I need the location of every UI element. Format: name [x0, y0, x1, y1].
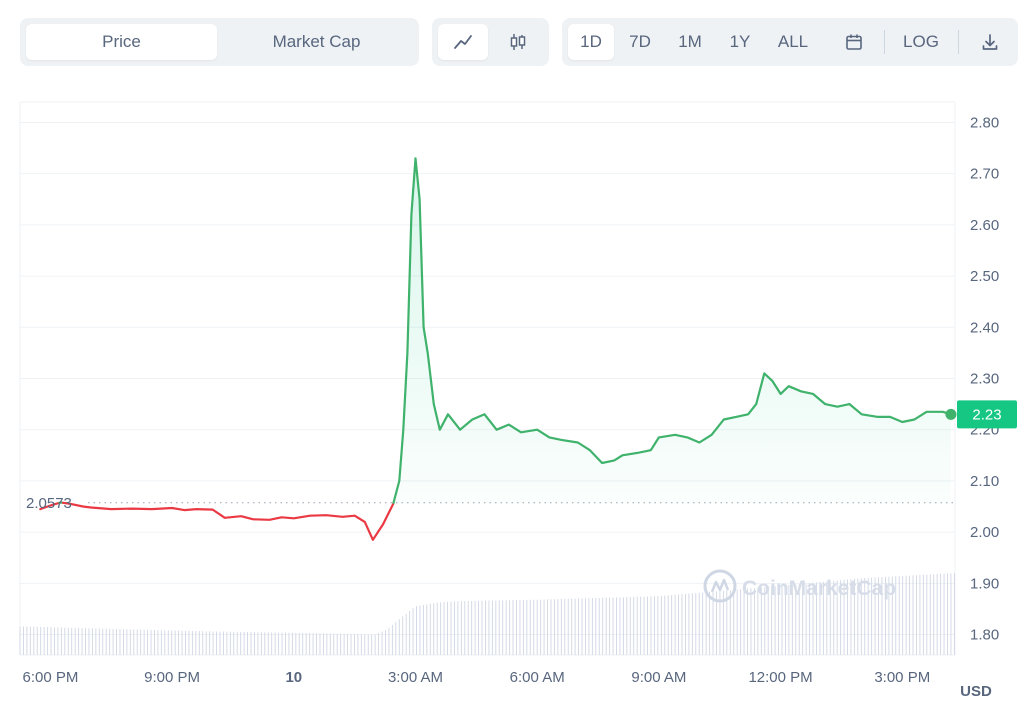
x-tick-label: 9:00 AM: [631, 669, 686, 686]
y-tick-label: 2.50: [970, 268, 999, 285]
x-tick-label: 12:00 PM: [748, 669, 812, 686]
download-button[interactable]: [970, 24, 1010, 60]
y-tick-label: 2.80: [970, 114, 999, 131]
chart-grid: [19, 101, 956, 656]
price-line-down: [39, 501, 61, 511]
price-markers: 2.23: [945, 400, 1017, 429]
download-icon: [982, 34, 998, 50]
y-tick-label: 2.70: [970, 166, 999, 183]
metric-toggle: Price Market Cap: [20, 18, 419, 66]
x-tick-label: 9:00 PM: [144, 669, 200, 686]
market-cap-tab[interactable]: Market Cap: [272, 32, 361, 51]
time-range-toggle: 1D 7D 1M 1Y ALL LOG: [562, 18, 1018, 66]
range-1m-button[interactable]: 1M: [678, 32, 702, 51]
coinmarketcap-logo-icon: [703, 569, 737, 603]
toolbar-divider: [958, 30, 959, 54]
price-area: [59, 158, 951, 503]
x-tick-label: 6:00 PM: [22, 669, 78, 686]
range-all-button[interactable]: ALL: [777, 32, 809, 51]
y-tick-label: 1.90: [970, 575, 999, 592]
reference-price-label: 2.0573: [26, 495, 72, 512]
line-chart-icon: [454, 35, 472, 49]
x-tick-label: 3:00 AM: [388, 669, 443, 686]
y-tick-label: 1.80: [970, 627, 999, 644]
price-lines: [39, 157, 952, 541]
y-axis-unit: USD: [960, 683, 992, 700]
volume-bars: [19, 573, 955, 655]
price-tab[interactable]: Price: [26, 24, 217, 60]
x-tick-label: 10: [285, 669, 302, 686]
price-line-down: [61, 501, 395, 541]
y-tick-label: 2.60: [970, 217, 999, 234]
current-price-badge: [957, 400, 1017, 429]
watermark: CoinMarketCap: [703, 569, 896, 603]
current-price-dot: [945, 408, 957, 420]
y-tick-label: 2.00: [970, 524, 999, 541]
y-tick-label: 2.40: [970, 319, 999, 336]
calendar-icon: [846, 34, 862, 50]
watermark-text: CoinMarketCap: [742, 577, 896, 600]
x-tick-label: 3:00 PM: [874, 669, 930, 686]
y-axis: 1.801.902.002.102.202.302.402.502.602.70…: [970, 114, 999, 643]
line-chart-button[interactable]: [438, 24, 488, 60]
y-tick-label: 2.10: [970, 473, 999, 490]
y-tick-label: 2.30: [970, 371, 999, 388]
price-area-up: [393, 158, 951, 503]
range-1d-button[interactable]: 1D: [568, 24, 614, 60]
x-axis: 6:00 PM 9:00 PM 10 3:00 AM 6:00 AM 9:00 AM 12:…: [22, 669, 930, 686]
current-price-label: 2.23: [972, 406, 1001, 423]
price-line-up: [392, 157, 952, 504]
x-tick-label: 6:00 AM: [510, 669, 565, 686]
reference-line: 2.0573: [26, 495, 955, 512]
chart-type-toggle: [432, 18, 549, 66]
candlestick-icon: [510, 34, 526, 50]
date-picker-button[interactable]: [834, 24, 874, 60]
range-7d-button[interactable]: 7D: [629, 32, 651, 51]
range-1y-button[interactable]: 1Y: [729, 32, 751, 51]
candlestick-button[interactable]: [493, 24, 543, 60]
log-scale-button[interactable]: LOG: [903, 32, 939, 51]
toolbar-divider: [884, 30, 885, 54]
